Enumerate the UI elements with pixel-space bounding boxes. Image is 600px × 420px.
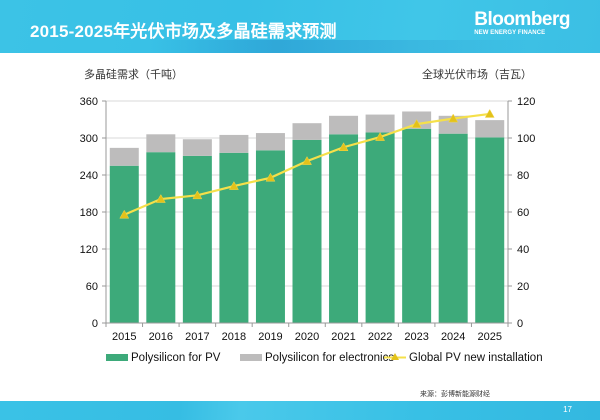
y-axis-left-label: 多晶硅需求（千吨） bbox=[84, 68, 183, 81]
pv-marker-2022 bbox=[375, 132, 386, 141]
y-axis-right-label: 全球光伏市场（吉瓦） bbox=[422, 68, 532, 81]
pv-marker-2018 bbox=[228, 181, 239, 190]
y-left-tick-label: 360 bbox=[80, 96, 98, 108]
axes: 0 60 120 180 240 300 360 0 20 40 60 80 100 120 2015 201… bbox=[80, 96, 536, 343]
x-tick-label: 2023 bbox=[404, 331, 428, 343]
y-left-tick-label: 300 bbox=[80, 133, 98, 145]
bar-electronics-2017 bbox=[182, 139, 212, 156]
y-right-tick-label: 20 bbox=[517, 281, 529, 293]
bar-pv-2021 bbox=[329, 134, 359, 323]
y-left-tick-label: 120 bbox=[80, 244, 98, 256]
pv-marker-2024 bbox=[448, 113, 459, 123]
pv-marker-2019 bbox=[265, 172, 276, 182]
header-decoration bbox=[150, 40, 570, 53]
y-left-tick-label: 180 bbox=[80, 207, 98, 219]
y-left-tick-label: 240 bbox=[80, 170, 98, 182]
bar-electronics-2020 bbox=[292, 123, 322, 140]
legend-label-electronics: Polysilicon for electronics bbox=[265, 352, 394, 364]
bar-pv-2020 bbox=[292, 139, 322, 323]
bar-pv-2024 bbox=[438, 133, 468, 323]
legend-label-line: Global PV new installation bbox=[409, 352, 543, 364]
x-tick-label: 2024 bbox=[441, 331, 465, 343]
legend: Polysilicon for PV Polysilicon for electr… bbox=[106, 352, 543, 364]
pv-marker-2016 bbox=[155, 194, 166, 203]
bar-electronics-2015 bbox=[109, 147, 139, 166]
x-tick-label: 2015 bbox=[112, 331, 136, 343]
pv-installation-line bbox=[119, 108, 495, 219]
slide-footer: 17 bbox=[0, 401, 600, 420]
legend-marker bbox=[391, 353, 399, 360]
pv-marker-2015 bbox=[119, 209, 130, 219]
x-tick-label: 2018 bbox=[222, 331, 246, 343]
x-tick-label: 2017 bbox=[185, 331, 209, 343]
bar-electronics-2021 bbox=[329, 115, 359, 135]
legend-swatch-pv bbox=[106, 354, 128, 361]
y-left-tick-label: 60 bbox=[86, 281, 98, 293]
page-number: 17 bbox=[563, 405, 572, 414]
x-tick-label: 2016 bbox=[149, 331, 173, 343]
x-tick-label: 2019 bbox=[258, 331, 282, 343]
source-note: 来源：彭博新能源财经 bbox=[420, 390, 490, 398]
x-tick-label: 2021 bbox=[331, 331, 355, 343]
x-tick-label: 2025 bbox=[477, 331, 501, 343]
slide-header: 2015-2025年光伏市场及多晶硅需求预测 Bloomberg NEW ENE… bbox=[0, 0, 600, 53]
y-right-tick-label: 0 bbox=[517, 318, 523, 330]
bar-electronics-2016 bbox=[146, 134, 176, 153]
x-tick-label: 2022 bbox=[368, 331, 392, 343]
y-right-tick-label: 100 bbox=[517, 133, 535, 145]
legend-swatch-electronics bbox=[240, 354, 262, 361]
bar-pv-2023 bbox=[402, 128, 432, 323]
bloomberg-logo: Bloomberg NEW ENERGY FINANCE bbox=[474, 10, 570, 37]
y-right-tick-label: 120 bbox=[517, 96, 535, 108]
bar-pv-2015 bbox=[109, 165, 139, 323]
y-right-tick-label: 80 bbox=[517, 170, 529, 182]
bar-pv-2018 bbox=[219, 152, 249, 323]
x-tick-label: 2020 bbox=[295, 331, 319, 343]
bar-pv-2022 bbox=[365, 132, 395, 323]
logo-subtitle: NEW ENERGY FINANCE bbox=[474, 30, 546, 36]
legend-label-pv: Polysilicon for PV bbox=[131, 352, 221, 364]
bar-electronics-2025 bbox=[475, 120, 505, 138]
y-right-tick-label: 40 bbox=[517, 244, 529, 256]
bar-electronics-2019 bbox=[255, 133, 285, 151]
bar-electronics-2022 bbox=[365, 114, 395, 133]
bar-pv-2017 bbox=[182, 155, 212, 323]
pv-marker-2023 bbox=[411, 119, 422, 128]
y-right-tick-label: 60 bbox=[517, 207, 529, 219]
bar-pv-2016 bbox=[146, 152, 176, 323]
bar-pv-2025 bbox=[475, 137, 505, 323]
pv-marker-2017 bbox=[192, 190, 203, 200]
bar-electronics-2018 bbox=[219, 134, 249, 153]
slide-title: 2015-2025年光伏市场及多晶硅需求预测 bbox=[30, 22, 337, 41]
pv-marker-2020 bbox=[302, 156, 312, 165]
bars bbox=[109, 111, 505, 323]
pv-marker-2025 bbox=[484, 108, 495, 118]
y-left-tick-label: 0 bbox=[92, 318, 98, 330]
pv-marker-2021 bbox=[338, 142, 349, 151]
logo-wordmark: Bloomberg bbox=[474, 9, 570, 30]
